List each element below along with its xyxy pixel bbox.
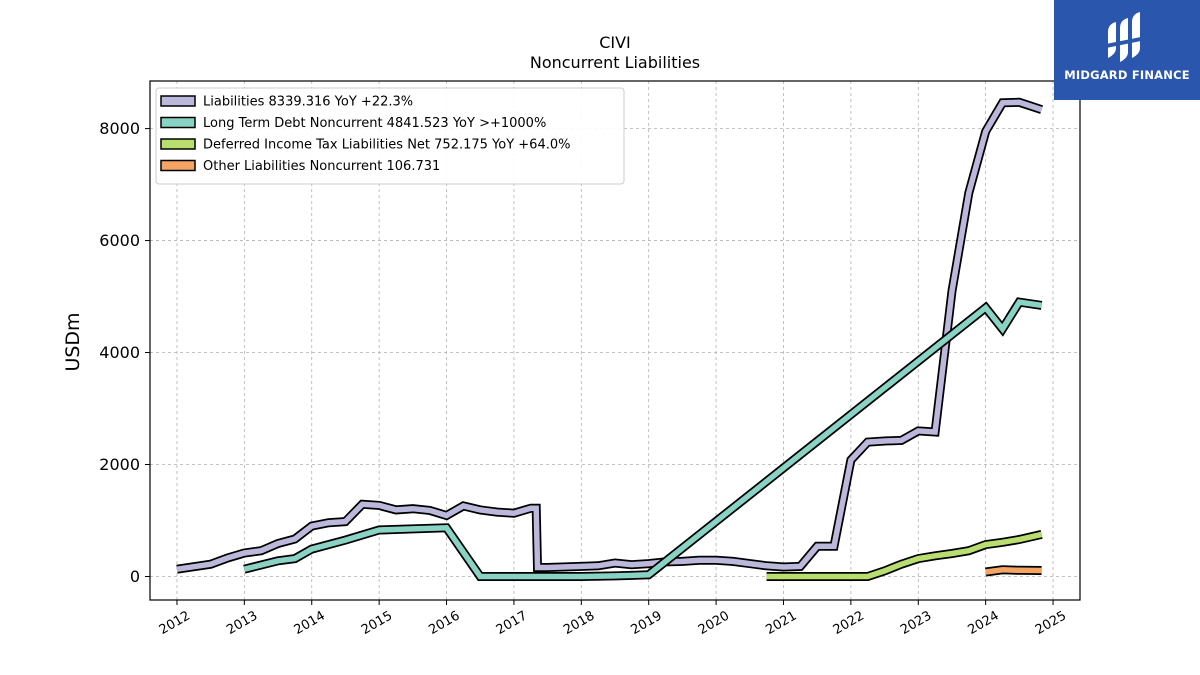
x-tick-label: 2020 xyxy=(696,608,732,638)
series-line-0 xyxy=(176,97,1043,574)
series-line-1 xyxy=(243,297,1043,581)
x-tick-label: 2014 xyxy=(292,608,328,638)
x-tick-label: 2018 xyxy=(561,608,597,638)
x-tick-label: 2017 xyxy=(494,608,530,638)
legend-box xyxy=(155,87,625,185)
x-tick-label: 2019 xyxy=(629,608,665,638)
midgard-finance-logo: MIDGARD FINANCE xyxy=(1054,0,1200,100)
y-tick-label: 8000 xyxy=(99,119,140,138)
grid-layer xyxy=(150,81,1080,600)
y-axis-label: USDm xyxy=(62,312,84,371)
series-layer xyxy=(176,97,1043,581)
series-stroke xyxy=(176,99,1043,572)
x-tick-label: 2024 xyxy=(965,608,1001,638)
x-tick-label: 2013 xyxy=(224,608,260,638)
y-tick-label: 6000 xyxy=(99,231,140,250)
x-tick-label: 2015 xyxy=(359,608,395,638)
legend-swatch xyxy=(160,159,196,172)
legend: Liabilities 8339.316 YoY +22.3% Long Term… xyxy=(155,87,625,185)
legend-swatch xyxy=(160,95,196,107)
legend-label: Deferred Income Tax Liabilities Net 752.… xyxy=(203,138,571,153)
series-stroke xyxy=(985,567,1042,575)
plot-frame xyxy=(149,80,1081,601)
legend-swatch xyxy=(160,116,196,129)
series-stroke xyxy=(243,299,1043,580)
x-tick-label: 2025 xyxy=(1033,608,1069,638)
chart-title: CIVI xyxy=(599,33,631,52)
x-tick-label: 2021 xyxy=(763,608,799,638)
logo-text: MIDGARD FINANCE xyxy=(1064,68,1190,82)
series-stroke xyxy=(766,531,1043,580)
x-tick-label: 2022 xyxy=(831,608,867,638)
legend-label: Long Term Debt Noncurrent 4841.523 YoY >… xyxy=(203,116,546,131)
chart-subtitle: Noncurrent Liabilities xyxy=(530,53,700,72)
x-tick-label: 2012 xyxy=(157,608,193,638)
legend-label: Liabilities 8339.316 YoY +22.3% xyxy=(203,95,413,110)
series-line-2 xyxy=(766,530,1043,581)
y-tick-label: 2000 xyxy=(99,455,140,474)
legend-swatch xyxy=(160,138,196,150)
x-tick-label: 2016 xyxy=(426,608,462,638)
series-line-3 xyxy=(985,565,1042,577)
x-tick-label: 2023 xyxy=(898,608,934,638)
midgard-logo-icon xyxy=(1106,12,1146,62)
y-tick-label: 4000 xyxy=(99,343,140,362)
legend-label: Other Liabilities Noncurrent 106.731 xyxy=(203,159,440,174)
y-tick-label: 0 xyxy=(130,567,140,586)
